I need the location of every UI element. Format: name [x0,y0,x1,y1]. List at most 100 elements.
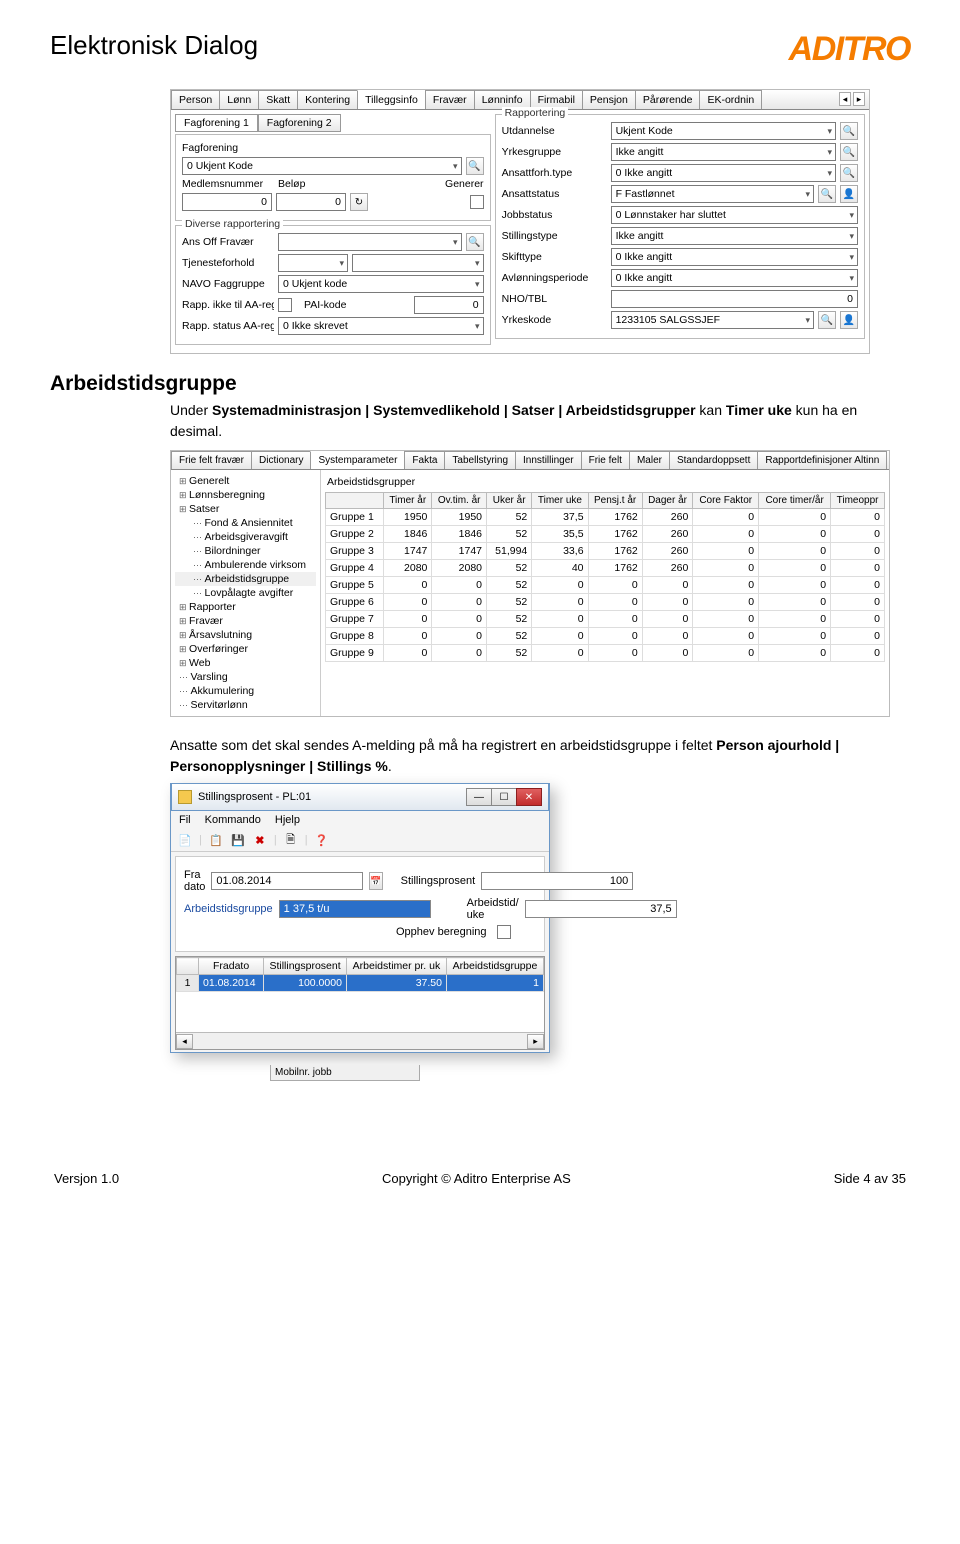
search-icon[interactable]: 🔍 [840,164,858,182]
fagforening-select[interactable]: 0 Ukjent Kode [182,157,462,175]
nav-tree[interactable]: GenereltLønnsberegningSatserFond & Ansie… [171,470,321,716]
person-icon[interactable]: 👤 [840,311,858,329]
search-icon[interactable]: 🔍 [466,157,484,175]
tab-pårørende[interactable]: Pårørende [635,90,701,109]
tree-item-overfringer[interactable]: Overføringer [175,642,316,656]
select-ansattstatus[interactable]: F Fastlønnet [611,185,814,203]
tab-pensjon[interactable]: Pensjon [582,90,636,109]
copy-icon[interactable]: 📋 [208,832,224,848]
subtab-fagforening1[interactable]: Fagforening 1 [175,114,258,132]
nho-input[interactable] [611,290,858,308]
tab-fakta[interactable]: Fakta [404,451,445,469]
select-ansattforhtype[interactable]: 0 Ikke angitt [611,164,836,182]
select-avlnningsperiode[interactable]: 0 Ikke angitt [611,269,858,287]
search-icon[interactable]: 🔍 [818,185,836,203]
generer-checkbox[interactable] [470,195,484,209]
tree-item-satser[interactable]: Satser [175,502,316,516]
maximize-icon[interactable]: ☐ [491,788,517,806]
table-row[interactable]: 101.08.2014100.000037.501 [177,975,544,992]
tab-person[interactable]: Person [171,90,220,109]
ansoff-select[interactable] [278,233,462,251]
close-icon[interactable]: ✕ [516,788,542,806]
select-utdannelse[interactable]: Ukjent Kode [611,122,836,140]
tree-item-arbeidsgiveravgift[interactable]: Arbeidsgiveravgift [175,530,316,544]
scroll-right-icon[interactable]: ▸ [853,92,865,106]
tab-frie-felt-fravær[interactable]: Frie felt fravær [171,451,252,469]
table-row[interactable]: Gruppe 42080208052401762260000 [326,560,885,577]
tree-item-varsling[interactable]: Varsling [175,670,316,684]
tree-item-generelt[interactable]: Generelt [175,474,316,488]
tab-ek-ordnin[interactable]: EK-ordnin [699,90,762,109]
search-icon[interactable]: 🔍 [466,233,484,251]
tab-kontering[interactable]: Kontering [297,90,358,109]
tab-innstillinger[interactable]: Innstillinger [515,451,582,469]
tree-item-fondansiennitet[interactable]: Fond & Ansiennitet [175,516,316,530]
tree-item-akkumulering[interactable]: Akkumulering [175,684,316,698]
select-yrkesgruppe[interactable]: Ikke angitt [611,143,836,161]
rapp-ikke-checkbox[interactable] [278,298,292,312]
rapp-status-select[interactable]: 0 Ikke skrevet [278,317,484,335]
delete-icon[interactable]: ✖ [252,832,268,848]
select-stillingstype[interactable]: Ikke angitt [611,227,858,245]
opphev-checkbox[interactable] [497,925,511,939]
tab-skatt[interactable]: Skatt [258,90,298,109]
tab-dictionary[interactable]: Dictionary [251,451,311,469]
scroll-right-icon[interactable]: ▸ [527,1034,544,1049]
calendar-icon[interactable]: 📅 [369,872,382,890]
tab-lønn[interactable]: Lønn [219,90,259,109]
tree-item-rapporter[interactable]: Rapporter [175,600,316,614]
tab-standardoppsett[interactable]: Standardoppsett [669,451,758,469]
table-row[interactable]: Gruppe 50052000000 [326,577,885,594]
medlemsnummer-input[interactable] [182,193,272,211]
belop-input[interactable] [276,193,346,211]
tree-item-lovplagteavgifter[interactable]: Lovpålagte avgifter [175,586,316,600]
person-icon[interactable]: 👤 [840,185,858,203]
table-row[interactable]: Gruppe 70052000000 [326,611,885,628]
table-row[interactable]: Gruppe 60052000000 [326,594,885,611]
arbuke-input[interactable] [525,900,677,918]
subtab-fagforening2[interactable]: Fagforening 2 [258,114,341,132]
tree-item-servitrlnn[interactable]: Servitørlønn [175,698,316,712]
h-scrollbar[interactable]: ◂ ▸ [176,1032,544,1049]
minimize-icon[interactable]: — [466,788,492,806]
table-row[interactable]: Gruppe 90052000000 [326,645,885,662]
menu-fil[interactable]: Fil [179,814,191,826]
select-skifttype[interactable]: 0 Ikke angitt [611,248,858,266]
table-row[interactable]: Gruppe 1195019505237,51762260000 [326,509,885,526]
tjeneste-select2[interactable] [352,254,484,272]
fradato-input[interactable] [211,872,363,890]
search-icon[interactable]: 🔍 [818,311,836,329]
doc-icon[interactable]: 🗎 [283,832,299,848]
tab-rapportdefinisjoner-altinn[interactable]: Rapportdefinisjoner Altinn [757,451,887,469]
refresh-icon[interactable]: ↻ [350,193,368,211]
tree-item-web[interactable]: Web [175,656,316,670]
tab-fravær[interactable]: Fravær [425,90,475,109]
tab-tabellstyring[interactable]: Tabellstyring [444,451,516,469]
table-row[interactable]: Gruppe 31747174751,99433,61762260000 [326,543,885,560]
pai-input[interactable] [414,296,484,314]
scroll-left-icon[interactable]: ◂ [839,92,851,106]
menu-hjelp[interactable]: Hjelp [275,814,300,826]
tab-tilleggsinfo[interactable]: Tilleggsinfo [357,90,426,109]
table-row[interactable]: Gruppe 2184618465235,51762260000 [326,526,885,543]
search-icon[interactable]: 🔍 [840,143,858,161]
tjeneste-select1[interactable] [278,254,348,272]
stillpros-input[interactable] [481,872,633,890]
arbgrp-input[interactable] [279,900,431,918]
save-icon[interactable]: 💾 [230,832,246,848]
tree-item-lnnsberegning[interactable]: Lønnsberegning [175,488,316,502]
tab-frie-felt[interactable]: Frie felt [581,451,630,469]
new-icon[interactable]: 📄 [177,832,193,848]
table-row[interactable]: Gruppe 80052000000 [326,628,885,645]
scroll-left-icon[interactable]: ◂ [176,1034,193,1049]
select-jobbstatus[interactable]: 0 Lønnstaker har sluttet [611,206,858,224]
tree-item-ambulerendevirksom[interactable]: Ambulerende virksom [175,558,316,572]
navo-select[interactable]: 0 Ukjent kode [278,275,484,293]
tab-maler[interactable]: Maler [629,451,670,469]
tree-item-fravr[interactable]: Fravær [175,614,316,628]
tree-item-bilordninger[interactable]: Bilordninger [175,544,316,558]
tree-item-rsavslutning[interactable]: Årsavslutning [175,628,316,642]
menu-kommando[interactable]: Kommando [205,814,261,826]
window-titlebar[interactable]: Stillingsprosent - PL:01 — ☐ ✕ [171,783,549,811]
yrkeskode-select[interactable]: 1233105 SALGSSJEF [611,311,814,329]
